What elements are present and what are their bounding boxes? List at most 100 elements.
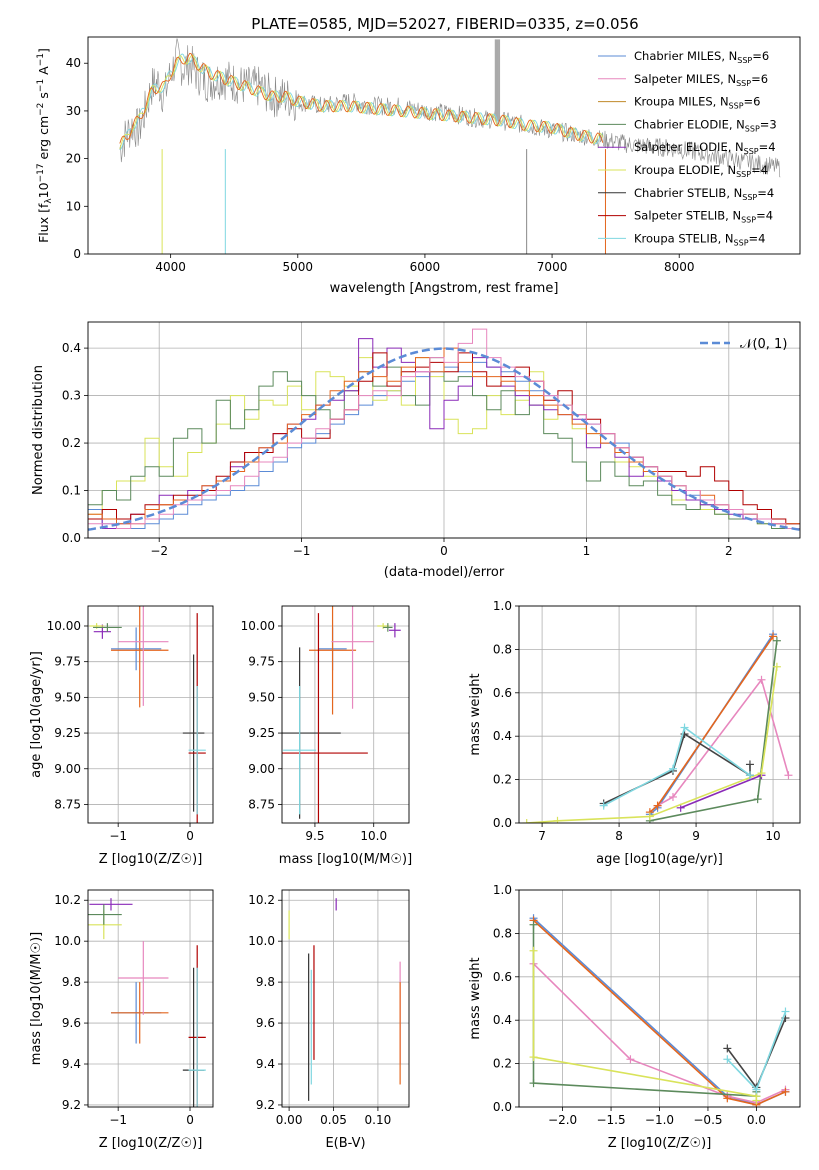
ylabel-part: erg cm: [36, 116, 51, 164]
mass_vs_Z-plot-area: [88, 898, 206, 1107]
legend-label-main: Salpeter ELODIE, N: [634, 140, 744, 154]
mass_vs_ebv-ytick-label: 9.8: [256, 975, 275, 989]
mass_vs_ebv-ytick-label: 10.2: [248, 893, 275, 907]
legend-label-sub: SSP: [736, 79, 751, 88]
weight_vs_age-ytick-label: 0.2: [493, 773, 512, 787]
model-spectrum-line: [119, 53, 603, 151]
legend-label-tail: =4: [759, 140, 776, 154]
spectrum-ytick-label: 40: [66, 56, 81, 70]
mass_vs_ebv-ytick-label: 9.2: [256, 1098, 275, 1112]
residuals-xlabel: (data-model)/error: [384, 565, 505, 580]
spectrum-xtick-label: 5000: [283, 260, 314, 274]
weight-line: [603, 726, 751, 807]
mass_vs_ebv-xtick-label: 0.00: [276, 1113, 303, 1127]
mass_vs_ebv-xtick-label: 0.10: [365, 1113, 392, 1127]
legend-label-main: Kroupa STELIB, N: [634, 231, 734, 245]
spectrum-xlabel: wavelength [Angstrom, rest frame]: [330, 281, 559, 296]
legend-label-sub: SSP: [737, 56, 752, 65]
spectrum-ytick-label: 10: [66, 199, 81, 213]
spectrum-xtick-label: 8000: [664, 260, 695, 274]
weight_vs_Z-ytick-label: 0.0: [493, 1100, 512, 1114]
age_vs_Z-xtick-label: 0: [186, 829, 194, 843]
spectrum-plot-area: [119, 38, 781, 254]
mass_vs_ebv-ytick-label: 9.6: [256, 1016, 275, 1030]
legend-label-tail: =4: [756, 209, 773, 223]
ylabel-part: −1: [36, 79, 46, 92]
histogram-step: [88, 352, 800, 538]
legend-label-tail: =3: [760, 117, 777, 131]
age_vs_mass-xtick-label: 10.0: [360, 829, 387, 843]
age_vs_Z-ytick-label: 9.25: [54, 726, 81, 740]
mass_vs_ebv-xtick-label: 0.05: [320, 1113, 347, 1127]
legend-label-main: Chabrier STELIB, N: [634, 186, 742, 200]
weight_vs_Z-xtick-label: −1.0: [645, 1113, 674, 1127]
weight_vs_age-axes: 7 8 9 10 0.0 0.2 0.4 0.6 0.8 1.0 age [log10(age/yr…: [468, 599, 801, 867]
legend-label-main: Salpeter STELIB, N: [634, 209, 741, 223]
age_vs_Z-ytick-label: 8.75: [54, 797, 81, 811]
ylabel-part: −2: [36, 103, 46, 116]
weight_vs_Z-ytick-label: 0.4: [493, 1013, 512, 1027]
legend-label-main: Chabrier MILES, N: [634, 49, 737, 63]
weight_vs_age-xtick-label: 7: [538, 829, 546, 843]
age_vs_mass-xtick-label: 9.5: [305, 829, 324, 843]
ylabel-part: λ: [44, 198, 54, 204]
weight_vs_Z-ytick-label: 0.2: [493, 1057, 512, 1071]
age_vs_Z-ytick-label: 9.75: [54, 655, 81, 669]
age_vs_mass-frame: [281, 605, 410, 824]
ylabel-part: −17: [36, 163, 46, 182]
age_vs_Z-xtick-label: −1: [109, 829, 127, 843]
weight-line: [680, 774, 762, 809]
spectrum-ytick-label: 0: [73, 247, 81, 261]
mass_vs_Z-ytick-label: 9.6: [62, 1016, 81, 1030]
mass_vs_Z-xtick-label: 0: [186, 1113, 194, 1127]
weight_vs_age-xtick-label: 9: [692, 829, 700, 843]
weight_vs_age-ytick-label: 0.0: [493, 816, 512, 830]
ylabel-part: Flux [f: [36, 203, 51, 243]
legend-label-tail: =4: [749, 231, 766, 245]
ylabel-part: A: [36, 66, 51, 79]
age_vs_mass-plot-area: [282, 606, 401, 823]
mass_vs_ebv-ytick-label: 10.0: [248, 934, 275, 948]
age_vs_mass-ytick-label: 9.00: [248, 762, 275, 776]
age_vs_Z-ytick-label: 9.50: [54, 690, 81, 704]
weight_vs_age-plot-area: [522, 630, 793, 823]
age_vs_Z-ytick-label: 9.00: [54, 762, 81, 776]
spectrum-frame: [87, 36, 801, 255]
weight_vs_Z-xtick-label: −2.0: [548, 1113, 577, 1127]
weight_vs_Z-xlabel: Z [log10(Z/Z☉)]: [608, 1136, 712, 1151]
mass_vs_Z-xlabel: Z [log10(Z/Z☉)]: [99, 1136, 203, 1151]
residuals-ytick-label: 0.0: [62, 531, 81, 545]
age_vs_mass-axes: 9.5 10.0 8.75 9.00 9.25 9.50 9.75 10.00 mass [lo…: [241, 605, 412, 867]
legend-label: Chabrier STELIB, NSSP=4: [634, 186, 774, 202]
legend-label-main: Kroupa ELODIE, N: [634, 163, 736, 177]
residuals-xtick-label: −2: [150, 544, 168, 558]
weight_vs_Z-ytick-label: 0.8: [493, 926, 512, 940]
weight_vs_age-frame: [518, 605, 801, 824]
legend-label-sub: SSP: [734, 238, 749, 247]
legend-label: Salpeter ELODIE, NSSP=4: [634, 140, 776, 156]
legend-label-main: Chabrier ELODIE, N: [634, 117, 745, 131]
legend-label-sub: SSP: [744, 147, 759, 156]
legend-label-tail: =6: [744, 95, 761, 109]
legend-label-tail: =4: [757, 186, 774, 200]
mass_vs_Z-axes: −1 0 9.2 9.4 9.6 9.8 10.0 10.2 Z [log10(Z/Z☉)] ma…: [29, 889, 214, 1151]
legend-label: Salpeter MILES, NSSP=6: [634, 72, 768, 88]
mass_vs_Z-ytick-label: 10.2: [54, 893, 81, 907]
age_vs_Z-axes: −1 0 8.75 9.00 9.25 9.50 9.75 10.00 Z [log10(Z/Z…: [29, 605, 214, 867]
legend-label: Kroupa ELODIE, NSSP=4: [634, 163, 768, 179]
weight_vs_age-xtick-label: 10: [765, 829, 780, 843]
weight_vs_age-ytick-label: 1.0: [493, 599, 512, 613]
legend-label-tail: =6: [751, 72, 768, 86]
mass_vs_Z-ytick-label: 9.4: [62, 1057, 81, 1071]
legend-label-sub: SSP: [729, 102, 744, 111]
model-spectrum-line: [119, 52, 604, 144]
weight_vs_age-xtick-label: 8: [615, 829, 623, 843]
weight_vs_age-ylabel: mass weight: [468, 673, 483, 755]
residuals-frame: [87, 321, 801, 539]
age_vs_mass-ytick-label: 9.25: [248, 726, 275, 740]
mass_vs_ebv-plot-area: [288, 898, 401, 1101]
residuals-ytick-label: 0.1: [62, 484, 81, 498]
legend-label-main: Kroupa MILES, N: [634, 95, 729, 109]
